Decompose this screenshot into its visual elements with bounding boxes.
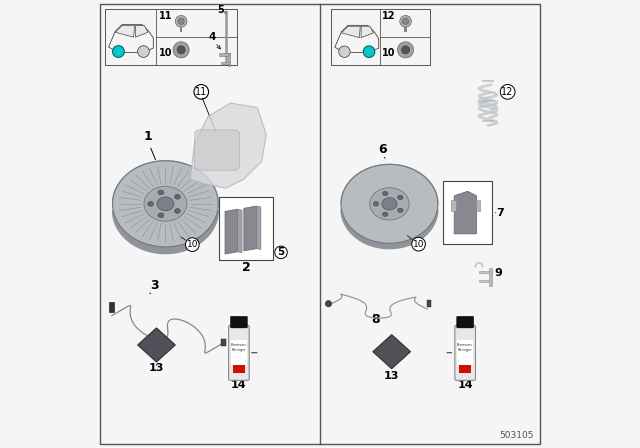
Circle shape xyxy=(173,42,189,58)
Text: 11: 11 xyxy=(159,11,172,21)
Polygon shape xyxy=(138,328,175,362)
Text: 6: 6 xyxy=(378,143,387,156)
Ellipse shape xyxy=(373,202,379,206)
Text: 7: 7 xyxy=(497,208,504,218)
Text: 503105: 503105 xyxy=(500,431,534,440)
Bar xyxy=(457,340,473,365)
Text: 1: 1 xyxy=(144,130,153,143)
Bar xyxy=(459,365,472,373)
Text: 14: 14 xyxy=(231,380,247,390)
Text: 5: 5 xyxy=(217,5,224,15)
Bar xyxy=(443,181,492,244)
Polygon shape xyxy=(361,26,373,38)
Ellipse shape xyxy=(383,212,388,216)
Circle shape xyxy=(177,46,185,54)
Bar xyxy=(219,53,230,56)
Bar xyxy=(427,300,431,307)
Ellipse shape xyxy=(148,202,154,206)
Bar xyxy=(404,21,407,33)
Ellipse shape xyxy=(397,195,403,200)
FancyBboxPatch shape xyxy=(455,325,476,380)
Polygon shape xyxy=(190,103,266,188)
FancyBboxPatch shape xyxy=(228,325,249,380)
Polygon shape xyxy=(115,26,134,37)
Text: 5: 5 xyxy=(277,247,285,257)
Circle shape xyxy=(113,46,124,57)
Circle shape xyxy=(138,46,149,57)
Polygon shape xyxy=(113,161,218,254)
Polygon shape xyxy=(454,191,477,234)
Text: 2: 2 xyxy=(242,261,250,274)
Circle shape xyxy=(325,301,332,307)
Text: 3: 3 xyxy=(150,279,159,292)
Bar xyxy=(221,62,230,64)
Text: 10: 10 xyxy=(159,47,172,58)
Ellipse shape xyxy=(158,190,164,195)
Polygon shape xyxy=(237,209,242,253)
Bar xyxy=(489,268,492,286)
Polygon shape xyxy=(244,206,257,251)
Text: 12: 12 xyxy=(382,11,396,21)
Ellipse shape xyxy=(341,164,438,243)
Text: 14: 14 xyxy=(458,380,473,390)
Circle shape xyxy=(175,15,187,27)
Text: 11: 11 xyxy=(195,87,207,97)
Circle shape xyxy=(400,15,412,27)
Text: 8: 8 xyxy=(372,314,380,327)
Bar xyxy=(231,340,247,365)
Ellipse shape xyxy=(175,208,180,213)
Circle shape xyxy=(339,46,350,57)
Ellipse shape xyxy=(157,197,174,211)
Ellipse shape xyxy=(113,161,218,247)
Text: 13: 13 xyxy=(384,370,399,380)
Circle shape xyxy=(403,18,409,24)
Polygon shape xyxy=(225,209,237,254)
Polygon shape xyxy=(341,26,360,38)
Bar xyxy=(479,280,492,282)
Bar xyxy=(180,21,182,33)
Circle shape xyxy=(401,46,410,54)
Bar xyxy=(332,9,430,65)
Bar xyxy=(221,339,226,346)
Text: Bremsen-
Reiniger: Bremsen- Reiniger xyxy=(230,343,247,352)
Text: Bremsen-
Reiniger: Bremsen- Reiniger xyxy=(457,343,474,352)
FancyBboxPatch shape xyxy=(457,316,474,328)
Ellipse shape xyxy=(175,194,180,199)
FancyBboxPatch shape xyxy=(230,316,248,328)
Circle shape xyxy=(224,11,228,14)
Text: 12: 12 xyxy=(502,87,514,97)
Polygon shape xyxy=(341,164,438,249)
Polygon shape xyxy=(257,206,261,250)
Polygon shape xyxy=(136,26,148,37)
Bar xyxy=(105,9,237,65)
Bar xyxy=(479,271,492,273)
Ellipse shape xyxy=(158,213,164,218)
Bar xyxy=(451,200,456,211)
Text: 10: 10 xyxy=(413,240,424,249)
Ellipse shape xyxy=(383,191,388,196)
Ellipse shape xyxy=(397,208,403,212)
Polygon shape xyxy=(373,335,410,369)
Bar xyxy=(219,197,273,260)
Bar xyxy=(232,365,245,373)
FancyBboxPatch shape xyxy=(195,130,239,170)
Circle shape xyxy=(364,46,375,57)
Text: 10: 10 xyxy=(382,47,396,58)
Text: 13: 13 xyxy=(148,363,164,373)
Ellipse shape xyxy=(144,186,187,221)
Circle shape xyxy=(397,42,413,58)
Text: 10: 10 xyxy=(187,240,198,249)
Bar xyxy=(228,53,230,66)
Ellipse shape xyxy=(370,188,409,220)
Ellipse shape xyxy=(382,198,397,210)
Text: 9: 9 xyxy=(495,268,502,278)
Text: 4: 4 xyxy=(209,32,216,42)
Bar xyxy=(109,302,115,312)
Circle shape xyxy=(178,18,184,24)
Bar xyxy=(476,200,480,211)
